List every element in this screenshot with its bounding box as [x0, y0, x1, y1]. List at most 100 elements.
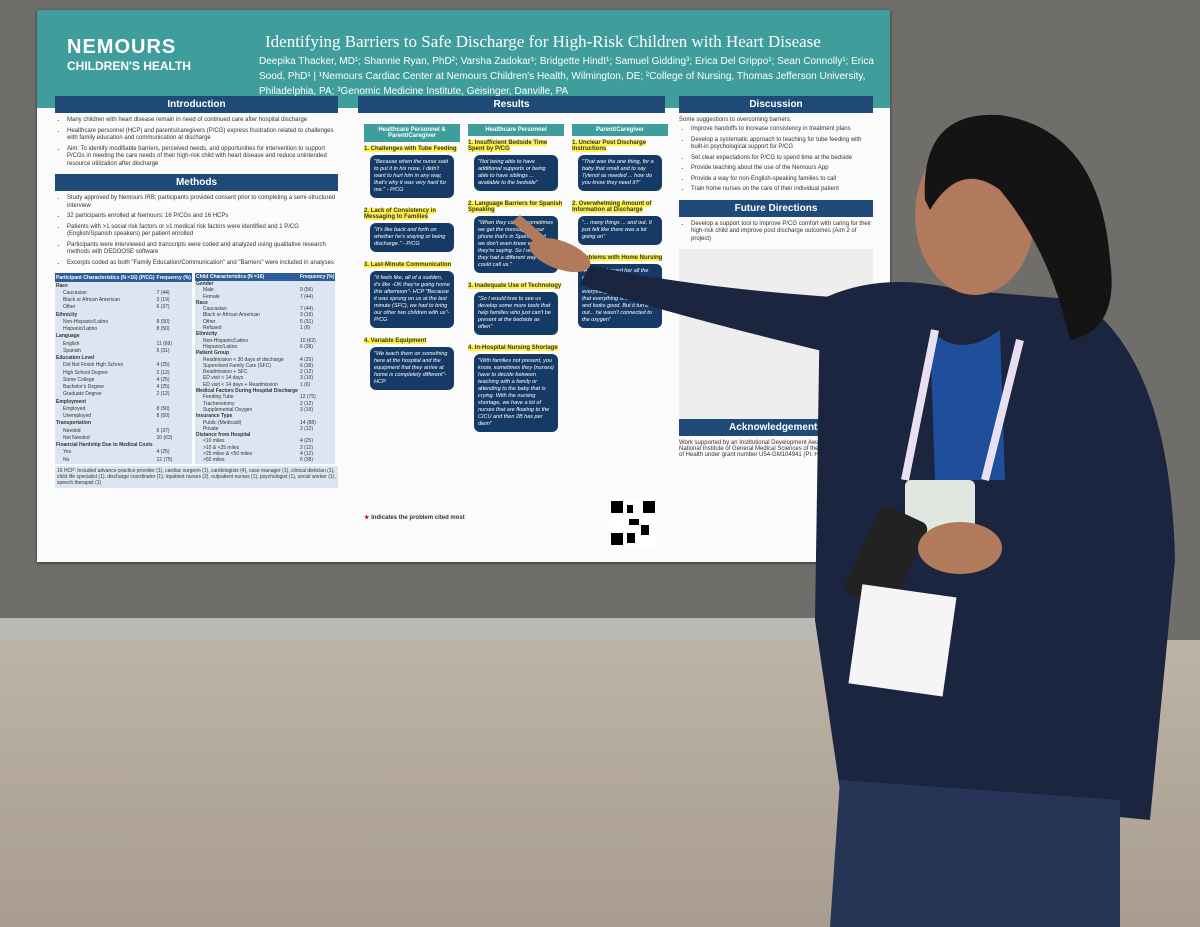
table-row: Spanish 5 (31)	[55, 347, 192, 354]
section-title: Methods	[55, 174, 338, 191]
table-row: Caucasian 7 (44)	[55, 289, 192, 296]
table-cell: Ethnicity	[56, 311, 78, 318]
section-title: Future Directions	[679, 199, 873, 217]
table-cell: Language	[56, 333, 80, 340]
column-heading: Healthcare Personnel	[468, 124, 564, 136]
table-row: Public (Medicaid) 14 (88)	[195, 420, 335, 426]
table-row: <10 miles 4 (25)	[195, 438, 335, 444]
table-cell: 2 (12)	[299, 425, 313, 432]
theme-title: 2. Overwhelming Amount of Information at…	[572, 201, 652, 213]
table-row: Supplemental Oxygen 3 (19)	[195, 407, 335, 413]
table-cell: ED visit < 14 days	[202, 375, 244, 382]
logo-name: NEMOURS	[67, 36, 177, 58]
theme-title: 3. Inadequate Use of Technology	[468, 283, 562, 289]
table-row: Employed 8 (50)	[55, 405, 192, 412]
theme-title: 1. Challenges with Tube Feeding	[364, 146, 457, 152]
table-cell: Education Level	[56, 355, 95, 362]
table-cell: 5 (31)	[156, 347, 170, 354]
table-cell: Other	[202, 318, 216, 325]
table-cell: 4 (12)	[299, 451, 313, 458]
table-cell: Supervised Family Care (SFC)	[202, 362, 272, 369]
table-cell: <10 miles	[202, 438, 225, 445]
intro-list: Many children with heart disease remain …	[55, 117, 338, 168]
table-header-cell: Child Characteristics (N =16)	[194, 273, 299, 281]
bullet-item: Provide teaching about the use of the Ne…	[691, 165, 873, 173]
table-row: Feeding Tube 12 (75)	[195, 394, 335, 400]
table-row: Yes 4 (25)	[55, 449, 192, 456]
table-row: Ethnicity	[55, 311, 192, 318]
table-cell: Spanish	[63, 347, 82, 354]
table-row: Female 7 (44)	[195, 294, 335, 300]
table-cell: 2 (12)	[156, 369, 170, 376]
table-cell: Financial Hardship Due to Medical Costs	[56, 442, 153, 449]
theme: 1. Challenges with Tube Feeding "Because …	[364, 146, 460, 198]
table-header-cell: Frequency (%)	[298, 273, 336, 281]
table-cell: 9 (56)	[299, 287, 313, 294]
bullet-item: Healthcare personnel (HCP) and parents/c…	[67, 128, 338, 143]
table-cell: Tracheostomy	[202, 400, 235, 407]
table-header-cell: Participant Characteristics (N =16) (P/C…	[55, 273, 156, 283]
table-row: >10 & <25 miles 2 (12)	[195, 445, 335, 451]
legend-text: Indicates the problem cited most	[371, 515, 465, 521]
table-cell: Bachelor's Degree	[63, 384, 104, 391]
table-cell: Transportation	[56, 420, 92, 427]
table-row: Needed 6 (37)	[55, 427, 192, 434]
poster-header: NEMOURS CHILDREN'S HEALTH Identifying Ba…	[37, 10, 890, 108]
table-row: Male 9 (56)	[195, 287, 335, 293]
table-row: Non-Hispanic/Latino 10 (62)	[195, 338, 335, 344]
table-cell: Other	[63, 304, 76, 311]
quote: "So I would love to see us develop some …	[474, 292, 558, 335]
bullet-item: Patients with >1 social risk factors or …	[67, 224, 338, 239]
discussion-intro: Some suggestions to overcoming barriers:	[679, 117, 792, 123]
table-cell: 6 (37)	[156, 427, 170, 434]
table-cell: 12 (75)	[156, 456, 173, 463]
table-cell: Patient Group	[195, 350, 230, 357]
quote: "... many things ... and out. It just fe…	[578, 216, 662, 245]
bullet-item: Develop a support tool to improve P/CG c…	[691, 221, 873, 244]
table-row: Financial Hardship Due to Medical Costs	[55, 442, 192, 449]
table-row: Bachelor's Degree 4 (25)	[55, 384, 192, 391]
characteristics-table: Child Characteristics (N =16) Frequency (…	[194, 273, 336, 464]
table-cell: 5 (31)	[299, 318, 313, 325]
table-row: Readmission < 30 days of discharge 4 (25)	[195, 357, 335, 363]
table-header-row: Child Characteristics (N =16) Frequency (…	[194, 273, 336, 281]
bullet-item: 32 participants enrolled at Nemours: 16 …	[67, 213, 338, 221]
table-row: ED visit < 14 days 3 (19)	[195, 375, 335, 381]
table-cell: 6 (38)	[299, 457, 313, 464]
table-cell: >10 & <25 miles	[202, 444, 240, 451]
table-cell: 6 (38)	[299, 343, 313, 350]
legend: ★ Indicates the problem cited most	[364, 514, 465, 521]
bullet-item: Participants were interviewed and transc…	[67, 242, 338, 257]
table-row: >50 miles 6 (38)	[195, 457, 335, 463]
logo-subname: CHILDREN'S HEALTH	[67, 59, 191, 73]
theme: 1. Unclear Post Discharge Instructions "T…	[572, 140, 668, 191]
theme: 2. Overwhelming Amount of Information at…	[572, 201, 668, 245]
table-cell: 14 (88)	[299, 419, 316, 426]
theme: 2. Lack of Consistency in Messaging to F…	[364, 208, 460, 252]
table-cell: Insurance Type	[195, 413, 233, 420]
table-cell: 3 (19)	[299, 406, 313, 413]
table-cell: 3 (19)	[299, 312, 313, 319]
bullet-item: Many children with heart disease remain …	[67, 117, 338, 125]
table-row: Education Level	[55, 355, 192, 362]
table-row: High School Degree 2 (12)	[55, 369, 192, 376]
table-cell: 6 (38)	[299, 362, 313, 369]
table-cell: 11 (69)	[156, 340, 172, 347]
table-cell: >50 miles	[202, 457, 225, 464]
table-cell: Not Needed	[63, 434, 90, 441]
table-cell: Race	[56, 282, 68, 289]
discussion-list: Improve handoffs to increase consistency…	[679, 126, 873, 194]
table-row: Non-Hispanic/Latino 8 (50)	[55, 318, 192, 325]
table-row: Tracheostomy 2 (12)	[195, 401, 335, 407]
theme: 3. Last-Minute Communication "It feels li…	[364, 262, 460, 328]
methods-list: Study approved by Nemours IRB; participa…	[55, 195, 338, 267]
table-cell: 6 (37)	[156, 304, 170, 311]
table-cell: Employment	[56, 398, 87, 405]
table-cell: Non-Hispanic/Latino	[202, 337, 248, 344]
poster-title: Identifying Barriers to Safe Discharge f…	[265, 32, 821, 51]
table-header-row: Participant Characteristics (N =16) (P/C…	[55, 273, 192, 283]
table-cell: Unemployed	[63, 413, 92, 420]
table-row: Hispanic/Latino 8 (50)	[55, 326, 192, 333]
